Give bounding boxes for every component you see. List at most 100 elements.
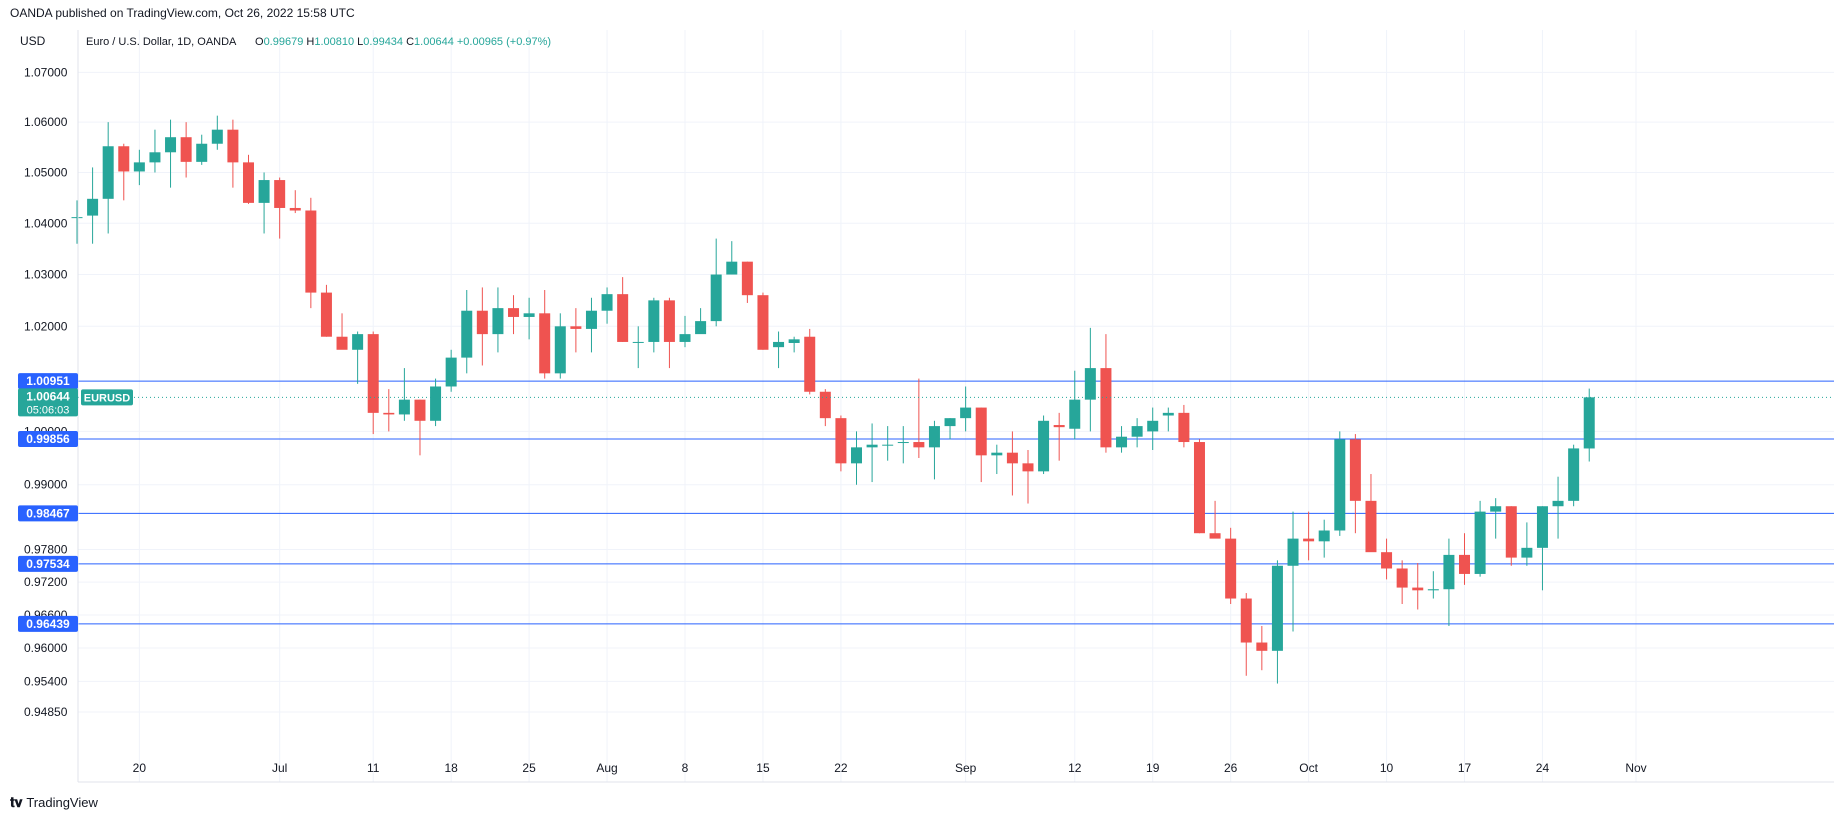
candle <box>960 386 972 432</box>
candle-body <box>1490 506 1502 512</box>
candle <box>102 122 114 234</box>
candle <box>1131 418 1143 448</box>
candle-body <box>913 442 925 448</box>
candle <box>523 297 535 340</box>
candle <box>788 336 800 353</box>
candle-body <box>1536 506 1548 548</box>
price-line-label: 0.97534 <box>26 557 70 571</box>
candle <box>757 292 769 350</box>
candle <box>1521 522 1533 566</box>
candle-body <box>741 261 753 296</box>
candle-body <box>1505 506 1517 558</box>
countdown-timer: 05:06:03 <box>27 404 70 416</box>
price-line-label: 0.98467 <box>26 506 70 520</box>
candle-body <box>367 334 379 413</box>
price-tick-label: 0.97800 <box>24 542 68 556</box>
candle <box>1256 625 1268 671</box>
candle-body <box>1053 425 1065 428</box>
candle-body <box>508 308 520 317</box>
candle-body <box>679 334 691 342</box>
candle <box>617 277 629 342</box>
time-tick-label: 17 <box>1458 761 1472 775</box>
time-tick-label: 11 <box>367 761 380 775</box>
candle-body <box>165 137 177 153</box>
candle-body <box>1178 412 1190 443</box>
candle <box>165 119 177 188</box>
candle-body <box>975 407 987 456</box>
candle-body <box>1084 368 1096 400</box>
candle <box>601 287 613 324</box>
candle <box>944 418 956 440</box>
candle-body <box>851 447 862 464</box>
candle-body <box>320 292 332 337</box>
price-tick-label: 1.05000 <box>24 165 68 179</box>
candle-body <box>336 336 348 350</box>
candle <box>352 331 364 384</box>
candle <box>414 399 426 456</box>
candle-body <box>1256 642 1268 651</box>
time-tick-label: Jul <box>272 761 287 775</box>
candle <box>305 197 317 309</box>
candle-body <box>102 146 114 199</box>
time-tick-label: Sep <box>955 761 977 775</box>
horizontal-lines <box>78 380 1834 625</box>
candle-body <box>118 146 130 172</box>
symbol-text: Euro / U.S. Dollar, 1D, OANDA <box>86 36 237 48</box>
candle <box>975 407 987 483</box>
candle <box>1365 474 1377 553</box>
candle-body <box>570 326 582 329</box>
candle-body <box>1116 436 1128 448</box>
ohlc-part: +0.00965 (+0.97%) <box>454 36 551 48</box>
ohlc-part: 1.00810 <box>314 36 354 48</box>
candle <box>695 308 707 335</box>
candle-body <box>1209 533 1221 539</box>
ohlc-part: 0.99434 <box>363 36 403 48</box>
candle <box>71 200 83 244</box>
candles <box>71 115 1595 684</box>
candle-body <box>1006 452 1018 464</box>
time-tick-label: 19 <box>1146 761 1160 775</box>
candle <box>1583 388 1595 462</box>
price-tick-label: 1.06000 <box>24 115 68 129</box>
candle <box>804 328 816 395</box>
candle-body <box>1131 426 1143 437</box>
candle <box>570 308 582 353</box>
candle <box>1162 407 1174 432</box>
candle <box>133 149 145 186</box>
price-line-label-bg <box>18 373 78 390</box>
candle-body <box>445 357 457 387</box>
candle <box>1490 498 1502 539</box>
candle <box>320 284 332 337</box>
candle <box>897 426 909 464</box>
price-tick-label: 1.04000 <box>24 216 68 230</box>
candle <box>274 177 286 239</box>
candle <box>1069 370 1081 440</box>
candle-body <box>196 143 208 162</box>
tradingview-logo[interactable]: 𝐭𝐯 TradingView <box>10 794 98 811</box>
candle-body <box>133 162 145 172</box>
candle <box>1334 431 1346 536</box>
candle <box>1349 434 1361 534</box>
candle-body <box>274 180 286 208</box>
candle <box>149 129 161 173</box>
candle-body <box>663 300 675 342</box>
time-tick-label: 25 <box>522 761 536 775</box>
candle <box>1318 519 1330 558</box>
candle-body <box>788 339 800 343</box>
price-line-label-bg <box>18 431 78 448</box>
candle-body <box>1287 538 1299 566</box>
candle-body <box>1349 439 1361 501</box>
candle <box>227 119 239 188</box>
candle <box>928 420 940 480</box>
candle <box>585 297 597 353</box>
price-axis-labels: 1.07000 1.06000 1.05000 1.04000 1.03000 1.020… <box>24 65 68 719</box>
candle-body <box>1412 587 1424 591</box>
candle-body <box>414 399 426 421</box>
candle <box>1303 511 1315 561</box>
candle-body <box>1334 439 1346 531</box>
candle-body <box>991 452 1003 456</box>
candle-body <box>1147 420 1159 432</box>
candle-body <box>430 386 442 421</box>
